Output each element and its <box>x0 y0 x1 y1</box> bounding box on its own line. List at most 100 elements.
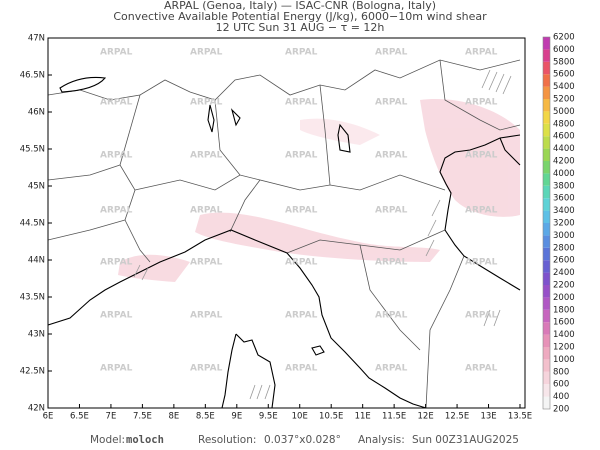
colorbar-label: 3800 <box>553 181 575 191</box>
lat-label: 47N <box>28 34 45 44</box>
watermark: ARPAL <box>285 151 318 161</box>
footer-value: 0.037°x0.028° <box>264 434 341 446</box>
lat-label: 45.5N <box>20 145 45 155</box>
watermark: ARPAL <box>190 98 223 108</box>
lon-label: 12E <box>418 412 434 422</box>
watermark: ARPAL <box>465 151 498 161</box>
footer-value: Sun 00Z31AUG2025 <box>412 434 519 446</box>
watermark: ARPAL <box>190 258 223 268</box>
watermark: ARPAL <box>100 98 133 108</box>
watermark: ARPAL <box>465 311 498 321</box>
colorbar-label: 2800 <box>553 243 575 253</box>
colorbar-label: 2600 <box>553 256 575 266</box>
watermark: ARPAL <box>465 48 498 58</box>
borders <box>47 59 521 409</box>
colorbar-label: 200 <box>553 405 569 415</box>
lon-label: 8.5E <box>196 412 215 422</box>
colorbar-segment <box>543 322 550 335</box>
colorbar-segment <box>543 396 550 409</box>
colorbar-label: 800 <box>553 367 569 377</box>
watermark: ARPAL <box>190 311 223 321</box>
watermark: ARPAL <box>465 258 498 268</box>
colorbar-label: 5800 <box>553 57 575 67</box>
watermark: ARPAL <box>285 206 318 216</box>
colorbar-segment <box>543 285 550 298</box>
colorbar-segment <box>543 185 550 199</box>
colorbar-segment <box>543 123 550 137</box>
watermark: ARPAL <box>375 151 408 161</box>
lon-label: 11.5E <box>382 412 406 422</box>
colorbar-segment <box>543 49 550 62</box>
lon-label: 6E <box>43 412 54 422</box>
colorbar-label: 4200 <box>553 157 575 167</box>
colorbar-label: 1600 <box>553 318 575 328</box>
colorbar-segment <box>543 161 550 174</box>
colorbar-segment <box>543 347 550 360</box>
colorbar-label: 5000 <box>553 107 575 117</box>
watermark: ARPAL <box>285 48 318 58</box>
watermark: ARPAL <box>465 364 498 374</box>
watermark: ARPAL <box>285 98 318 108</box>
colorbar-label: 2200 <box>553 281 575 291</box>
colorbar-segment <box>543 210 550 223</box>
footer-label: Model: <box>90 434 125 446</box>
watermark: ARPAL <box>285 258 318 268</box>
footer-value: moloch <box>126 434 164 446</box>
lon-label: 13.5E <box>508 412 532 422</box>
wind-barbs <box>133 69 512 400</box>
colorbar-label: 1800 <box>553 305 575 315</box>
watermark: ARPAL <box>100 151 133 161</box>
colorbar-segment <box>543 371 550 385</box>
colorbar-segment <box>543 61 550 75</box>
colorbar-label: 4000 <box>553 169 575 179</box>
header-line: 12 UTC Sun 31 AUG − τ = 12h <box>216 21 385 34</box>
colorbar-segment <box>543 86 550 99</box>
watermark: ARPAL <box>375 364 408 374</box>
footer-label: Analysis: <box>358 434 405 446</box>
colorbar-label: 3400 <box>553 206 575 216</box>
watermark: ARPAL <box>190 48 223 58</box>
colorbar-segment <box>543 247 550 261</box>
colorbar-label: 600 <box>553 380 569 390</box>
watermark: ARPAL <box>285 311 318 321</box>
lat-label: 42N <box>28 404 45 414</box>
watermark: ARPAL <box>375 98 408 108</box>
lat-label: 45N <box>28 182 45 192</box>
watermark: ARPAL <box>375 48 408 58</box>
colorbar-label: 4600 <box>553 132 575 142</box>
colorbar-segment <box>543 37 550 50</box>
colorbar-label: 1000 <box>553 355 575 365</box>
lon-label: 7E <box>106 412 117 422</box>
watermark: ARPAL <box>375 206 408 216</box>
coastlines <box>47 76 521 409</box>
colorbar-label: 4800 <box>553 119 575 129</box>
colorbar-segment <box>543 359 550 372</box>
colorbar-segment <box>543 384 550 397</box>
lat-label: 46.5N <box>20 71 45 81</box>
footer: Model: moloch Resolution: 0.037°x0.028° … <box>90 434 519 446</box>
colorbar-segment <box>543 148 550 161</box>
lon-label: 8E <box>168 412 179 422</box>
watermark: ARPAL <box>100 364 133 374</box>
lon-label: 11E <box>355 412 371 422</box>
lat-label: 42.5N <box>20 367 45 377</box>
lon-label: 13E <box>480 412 496 422</box>
colorbar-label: 3200 <box>553 219 575 229</box>
colorbar-segment <box>543 235 550 248</box>
watermark: ARPAL <box>100 258 133 268</box>
colorbar-label: 2000 <box>553 293 575 303</box>
colorbar-segment <box>543 223 550 236</box>
colorbar-frame <box>542 36 551 410</box>
colorbar-segment <box>543 297 550 310</box>
lon-label: 10.5E <box>319 412 343 422</box>
lat-label: 46N <box>28 108 45 118</box>
lon-label: 6.5E <box>70 412 89 422</box>
lon-label: 9E <box>231 412 242 422</box>
lat-label: 44N <box>28 256 45 266</box>
colorbar-segment <box>543 173 550 186</box>
watermark: ARPAL <box>100 48 133 58</box>
watermark: ARPAL <box>375 311 408 321</box>
colorbar-label: 400 <box>553 392 569 402</box>
watermark: ARPAL <box>465 98 498 108</box>
lon-label: 10E <box>292 412 308 422</box>
